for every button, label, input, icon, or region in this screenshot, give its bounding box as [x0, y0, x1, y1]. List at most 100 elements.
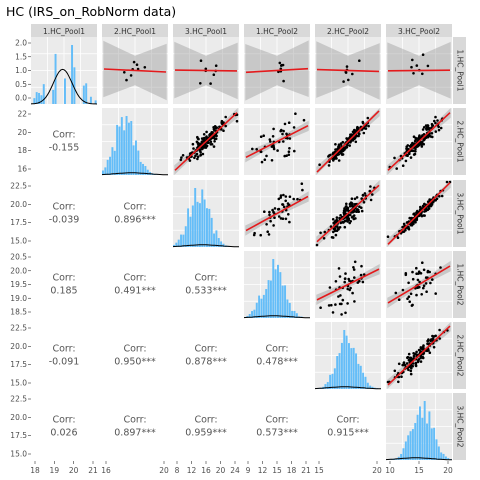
corr-label: Corr:: [194, 344, 217, 355]
strip-right-bg: [453, 108, 466, 175]
x-tick-label: 15: [414, 466, 424, 475]
data-point: [343, 219, 347, 223]
histogram-bar: [187, 208, 190, 247]
histogram-bar: [71, 45, 74, 104]
data-point: [348, 221, 352, 225]
x-tick-label: 20: [372, 466, 382, 475]
data-point: [352, 215, 355, 218]
histogram-bar: [42, 84, 45, 104]
histogram-bar: [215, 230, 218, 247]
data-point: [427, 127, 430, 131]
data-point: [423, 214, 426, 217]
data-point: [346, 217, 349, 221]
histogram-bar: [293, 310, 296, 318]
panel-background: [31, 393, 97, 460]
data-point: [334, 219, 337, 223]
data-point: [347, 78, 350, 82]
strip-right-label: 2.HC_Pool2: [456, 334, 465, 376]
fit-line: [316, 268, 380, 301]
data-point: [205, 135, 208, 138]
histogram-bar: [442, 453, 445, 460]
data-point: [210, 143, 214, 146]
strip-top-bg: [173, 24, 239, 37]
histogram-bar: [267, 280, 270, 318]
data-point: [200, 140, 204, 143]
data-point: [420, 355, 423, 359]
data-point: [337, 159, 341, 162]
data-point: [412, 212, 415, 216]
data-point: [330, 236, 334, 239]
data-point: [394, 291, 398, 295]
density-curve: [101, 172, 168, 176]
fit-line: [245, 195, 309, 232]
data-point: [329, 225, 333, 228]
x-tick-label: 21: [88, 466, 98, 475]
data-point: [357, 134, 360, 138]
corr-value: 0.533***: [185, 286, 227, 297]
strip-right-bg: [453, 251, 466, 318]
data-point: [208, 133, 211, 137]
histogram-bar: [350, 348, 353, 389]
fit-line: [387, 325, 451, 386]
data-point: [282, 129, 285, 133]
histogram-bar: [146, 169, 149, 175]
histogram-bar: [265, 289, 268, 318]
corr-value: 0.491***: [114, 286, 156, 297]
histogram-bar: [369, 385, 372, 389]
data-point: [278, 61, 282, 65]
x-tick-label: 16: [201, 466, 211, 475]
histogram-bar: [295, 313, 298, 318]
data-point: [410, 65, 413, 69]
histogram-bar: [132, 145, 135, 175]
x-tick-label: 12: [258, 466, 268, 475]
y-tick-label: 1.0: [15, 66, 27, 75]
data-point: [331, 311, 335, 314]
data-point: [353, 276, 356, 279]
data-point: [354, 135, 357, 139]
histogram-bar: [402, 448, 405, 460]
histogram-bar: [118, 126, 121, 175]
data-point: [344, 71, 348, 74]
data-point: [434, 292, 438, 295]
data-point: [349, 286, 352, 290]
histogram-bar: [279, 272, 282, 318]
histogram-bar: [113, 150, 116, 175]
data-point: [426, 64, 430, 68]
data-point: [292, 197, 296, 201]
corr-label: Corr:: [123, 273, 146, 284]
corr-label: Corr:: [52, 344, 75, 355]
data-point: [270, 159, 274, 162]
data-point: [129, 74, 133, 77]
data-point: [213, 140, 216, 143]
y-tick-label: 1.5: [15, 52, 27, 61]
data-point: [352, 217, 356, 221]
data-point: [445, 180, 449, 184]
y-tick-label: 2.0: [15, 39, 27, 48]
strip-right-bg: [453, 322, 466, 389]
histogram-bar: [447, 457, 450, 460]
histogram-bar: [173, 244, 175, 247]
data-point: [438, 337, 442, 340]
histogram-bar: [85, 83, 88, 104]
fit-line: [316, 68, 380, 73]
data-point: [193, 156, 196, 160]
data-point: [279, 196, 283, 199]
histogram-bar: [248, 313, 251, 318]
data-point: [436, 119, 439, 122]
histogram-bar: [130, 121, 133, 175]
strip-top-bg: [102, 24, 168, 37]
data-point: [438, 195, 441, 198]
histogram-bar: [35, 92, 38, 104]
data-point: [292, 126, 296, 129]
data-point: [425, 290, 428, 294]
data-point: [405, 362, 409, 365]
data-point: [337, 145, 340, 148]
data-point: [419, 272, 423, 275]
panel-background: [315, 393, 381, 460]
data-point: [409, 372, 413, 376]
data-point: [181, 154, 185, 157]
fit-line: [174, 69, 238, 72]
panel-background: [102, 393, 168, 460]
data-point: [284, 195, 288, 198]
data-point: [212, 73, 216, 76]
